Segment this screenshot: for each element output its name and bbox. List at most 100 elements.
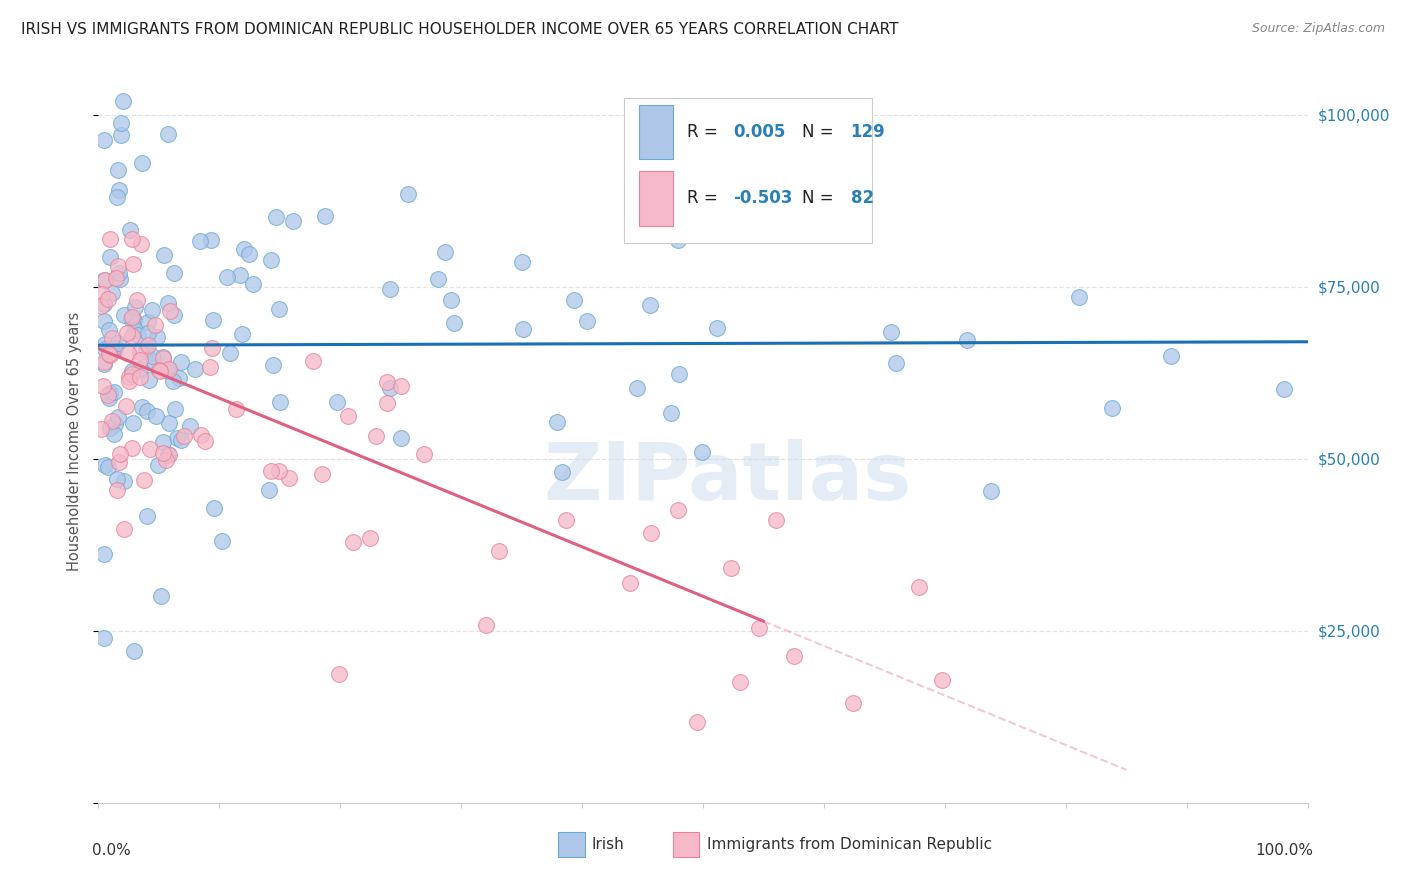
Point — [98, 347, 121, 361]
Point — [104, 340, 127, 354]
Point — [152, 434, 174, 449]
Point — [301, 354, 323, 368]
Point — [311, 467, 333, 481]
Point — [157, 448, 180, 462]
Point — [118, 370, 141, 384]
Point — [146, 329, 169, 343]
Point — [690, 445, 713, 459]
Point — [97, 391, 120, 405]
Point — [666, 233, 689, 247]
Point — [124, 323, 146, 337]
Point — [96, 388, 118, 402]
Point — [90, 422, 112, 436]
Point — [396, 186, 419, 201]
Point — [880, 325, 903, 339]
Point — [98, 323, 121, 337]
Point — [129, 362, 152, 376]
Point — [510, 255, 533, 269]
Point — [97, 292, 120, 306]
Point — [267, 301, 290, 316]
Point — [193, 434, 215, 448]
Point — [389, 431, 412, 445]
Y-axis label: Householder Income Over 65 years: Householder Income Over 65 years — [67, 312, 83, 571]
Point — [907, 580, 929, 594]
Point — [336, 409, 359, 423]
Point — [98, 231, 121, 245]
Point — [259, 483, 281, 498]
Point — [98, 385, 121, 400]
Point — [163, 266, 186, 280]
Point — [90, 299, 112, 313]
Point — [105, 472, 128, 486]
Point — [1067, 290, 1090, 304]
Point — [157, 361, 180, 376]
Point — [640, 298, 662, 312]
Point — [314, 209, 336, 223]
Point — [98, 420, 121, 434]
Point — [127, 327, 149, 342]
Point — [242, 277, 264, 291]
Point — [132, 473, 155, 487]
Point — [474, 618, 496, 632]
Point — [783, 649, 806, 664]
Text: N =: N = — [803, 189, 839, 208]
Point — [884, 355, 907, 369]
Text: Immigrants from Dominican Republic: Immigrants from Dominican Republic — [707, 838, 991, 852]
Point — [98, 250, 121, 264]
Point — [112, 523, 135, 537]
Point — [107, 259, 129, 273]
Point — [125, 293, 148, 308]
Point — [163, 401, 186, 416]
Point — [842, 696, 865, 710]
Point — [139, 442, 162, 457]
Point — [159, 304, 181, 318]
Point — [378, 281, 401, 295]
Point — [110, 128, 132, 143]
Point — [576, 314, 599, 328]
Point — [152, 351, 174, 365]
Point — [93, 313, 115, 327]
Text: R =: R = — [688, 189, 723, 208]
Point — [149, 589, 172, 603]
Point — [146, 458, 169, 472]
Point — [167, 371, 190, 385]
Point — [101, 414, 124, 428]
Point — [143, 318, 166, 332]
Point — [225, 401, 247, 416]
Point — [619, 576, 641, 591]
Point — [157, 295, 180, 310]
Point — [152, 446, 174, 460]
Text: R =: R = — [688, 123, 723, 141]
Point — [706, 320, 728, 334]
Point — [122, 417, 145, 431]
Point — [201, 341, 224, 355]
Point — [269, 464, 291, 478]
FancyBboxPatch shape — [638, 171, 673, 226]
Point — [200, 233, 222, 247]
Point — [111, 94, 134, 108]
Point — [124, 644, 146, 658]
Point — [433, 244, 456, 259]
Point — [93, 357, 115, 371]
Point — [765, 513, 787, 527]
FancyBboxPatch shape — [558, 831, 585, 857]
Point — [173, 429, 195, 443]
Point — [269, 394, 291, 409]
Point — [512, 322, 534, 336]
Point — [170, 355, 193, 369]
Point — [117, 346, 139, 360]
Point — [93, 297, 115, 311]
Point — [342, 535, 364, 549]
Point — [231, 326, 253, 341]
Point — [413, 447, 436, 461]
Text: -0.503: -0.503 — [734, 189, 793, 208]
Point — [143, 353, 166, 368]
Point — [443, 317, 465, 331]
Point — [122, 257, 145, 271]
Point — [427, 271, 450, 285]
Point — [91, 379, 114, 393]
Point — [91, 286, 114, 301]
Point — [136, 508, 159, 523]
Text: 82: 82 — [851, 189, 873, 208]
Point — [135, 343, 157, 357]
